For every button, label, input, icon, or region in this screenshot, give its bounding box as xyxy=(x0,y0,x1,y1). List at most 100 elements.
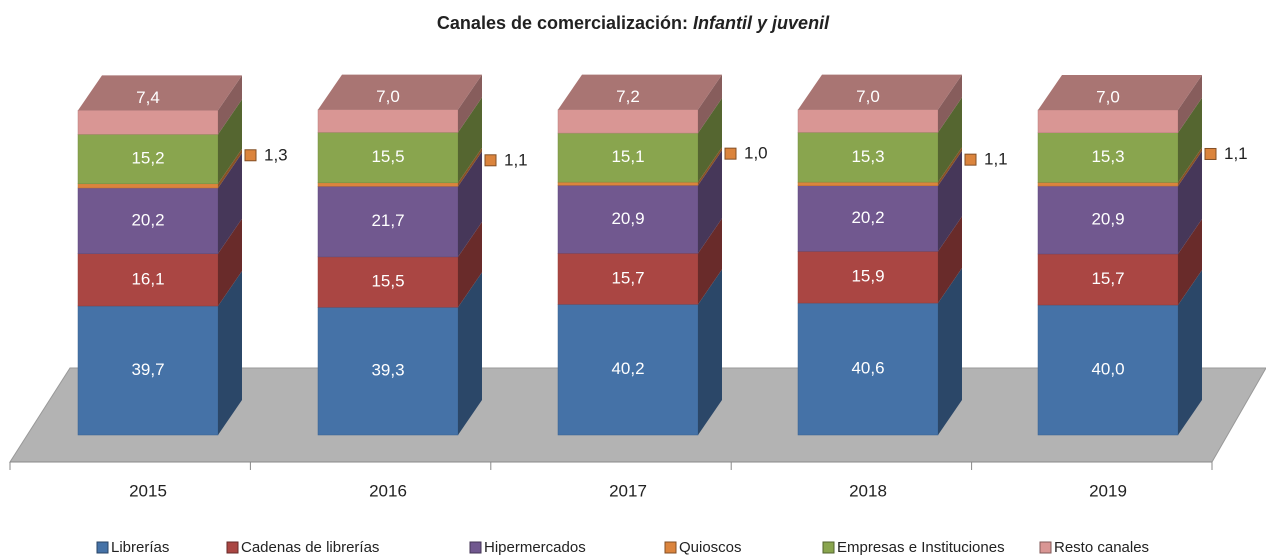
bar-side xyxy=(938,74,962,133)
bar-segment xyxy=(317,132,459,184)
data-label: 40,6 xyxy=(851,359,884,378)
bar-side xyxy=(1178,97,1202,183)
data-label: 20,9 xyxy=(611,209,644,228)
bar-side xyxy=(938,147,962,186)
data-label: 15,5 xyxy=(371,147,404,166)
data-label: 20,9 xyxy=(1091,209,1124,228)
data-label: 15,3 xyxy=(1091,147,1124,166)
bar-segment xyxy=(1037,109,1179,133)
data-label: 15,7 xyxy=(1091,269,1124,288)
data-label: 7,2 xyxy=(616,87,640,106)
data-label: 20,2 xyxy=(131,210,164,229)
bar-side xyxy=(458,272,482,435)
label-marker xyxy=(484,154,497,167)
legend-label: Librerías xyxy=(111,539,169,556)
label-marker xyxy=(724,147,737,160)
bar-side xyxy=(458,221,482,308)
bar-top xyxy=(78,75,242,111)
bar-side xyxy=(1178,270,1202,435)
x-tick-label: 2017 xyxy=(609,481,647,500)
legend-swatch xyxy=(226,541,239,554)
bar-segment xyxy=(797,109,939,133)
bar-side xyxy=(698,98,722,183)
bar-side xyxy=(218,270,242,435)
bar-segment xyxy=(557,132,699,183)
bar-segment xyxy=(557,185,699,254)
legend-label: Resto canales xyxy=(1054,539,1149,556)
bar-segment xyxy=(317,256,459,308)
bar-segment xyxy=(797,302,939,436)
bar-segment xyxy=(557,109,699,134)
data-label: 16,1 xyxy=(131,269,164,288)
label-marker xyxy=(964,153,977,166)
bar-segment xyxy=(77,183,219,189)
bar-top xyxy=(798,74,962,110)
bar-side xyxy=(458,74,482,133)
legend-label: Cadenas de librerías xyxy=(241,539,379,556)
bar-top xyxy=(1038,75,1202,110)
bar-segment xyxy=(317,182,459,187)
data-label: 1,3 xyxy=(264,145,288,164)
bar-segment xyxy=(797,132,939,183)
bar-segment xyxy=(77,110,219,135)
bar-side xyxy=(1178,147,1202,187)
bar-side xyxy=(218,148,242,188)
data-label: 7,4 xyxy=(136,88,160,107)
x-tick-label: 2016 xyxy=(369,481,407,500)
bar-segment xyxy=(317,307,459,436)
bar-segment xyxy=(557,181,699,186)
bar-segment xyxy=(797,181,939,186)
bar-side xyxy=(1178,75,1202,133)
data-label: 40,0 xyxy=(1091,359,1124,378)
bar-side xyxy=(218,75,242,135)
legend-label: Quioscos xyxy=(679,539,742,556)
data-label: 7,0 xyxy=(1096,87,1120,106)
bar-side xyxy=(458,151,482,257)
bar-top xyxy=(558,74,722,110)
legend-swatch xyxy=(822,541,835,554)
bar-side xyxy=(938,268,962,435)
bar-side xyxy=(458,147,482,187)
data-label: 20,2 xyxy=(851,208,884,227)
chart-title: Canales de comercialización: xyxy=(437,13,688,33)
data-label: 1,1 xyxy=(984,150,1008,169)
bar-segment xyxy=(557,253,699,305)
x-tick-label: 2018 xyxy=(849,481,887,500)
bar-side xyxy=(698,150,722,254)
bar-side xyxy=(1178,151,1202,254)
data-label: 15,2 xyxy=(131,149,164,168)
bar-segment xyxy=(797,185,939,252)
x-tick-label: 2015 xyxy=(129,481,167,500)
bar-segment xyxy=(557,304,699,436)
bar-side xyxy=(1178,218,1202,305)
legend-swatch xyxy=(96,541,109,554)
legend-swatch xyxy=(469,541,482,554)
x-tick-label: 2019 xyxy=(1089,481,1127,500)
bar-segment xyxy=(797,251,939,304)
label-marker xyxy=(244,149,257,162)
data-label: 7,0 xyxy=(856,87,880,106)
bar-side xyxy=(938,97,962,183)
chart-title-group: Canales de comercialización: Infantil y … xyxy=(437,13,830,33)
data-label: 39,7 xyxy=(131,360,164,379)
label-marker xyxy=(1204,147,1217,160)
bar-side xyxy=(458,97,482,183)
bar-segment xyxy=(317,186,459,258)
bar-side xyxy=(698,147,722,186)
data-label: 15,3 xyxy=(851,147,884,166)
bar-side xyxy=(698,218,722,305)
bar-segment xyxy=(1037,304,1179,436)
data-label: 15,9 xyxy=(851,267,884,286)
bar-side xyxy=(938,216,962,304)
bar-segment xyxy=(1037,185,1179,255)
legend-label: Empresas e Instituciones xyxy=(837,539,1005,556)
legend-swatch xyxy=(664,541,677,554)
data-label: 15,1 xyxy=(611,147,644,166)
data-label: 15,5 xyxy=(371,272,404,291)
data-label: 40,2 xyxy=(611,359,644,378)
legend-swatch xyxy=(1039,541,1052,554)
bar-side xyxy=(218,218,242,306)
bar-segment xyxy=(317,109,459,133)
bar-side xyxy=(698,269,722,435)
